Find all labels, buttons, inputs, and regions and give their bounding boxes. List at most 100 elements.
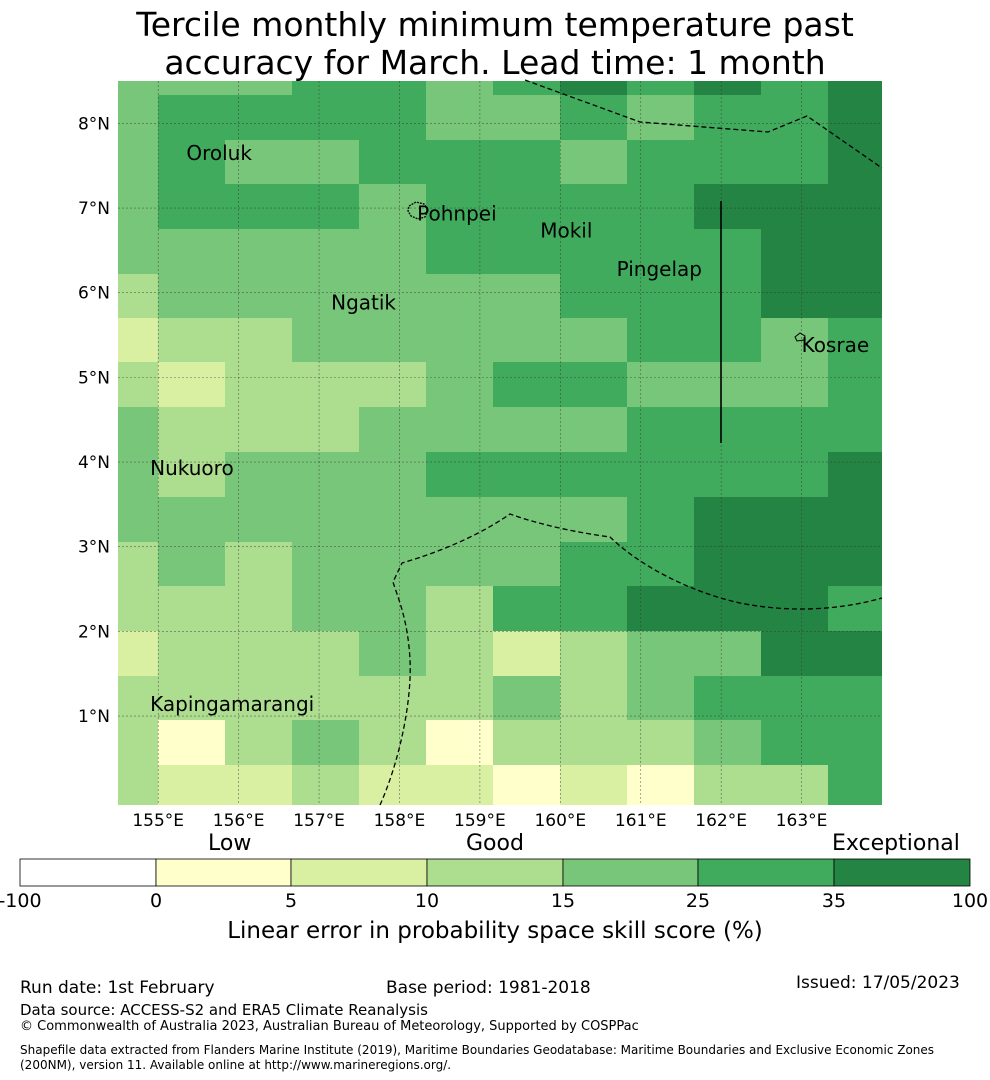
island-outline-pohnpei <box>407 201 429 220</box>
skill-cell <box>292 586 359 631</box>
skill-cell <box>158 184 225 229</box>
skill-cell <box>828 407 882 452</box>
skill-cell <box>694 362 761 407</box>
skill-cell <box>158 452 225 497</box>
skill-cell <box>560 497 627 542</box>
skill-cell <box>292 407 359 452</box>
skill-cell <box>493 765 560 805</box>
x-tick-label: 161°E <box>615 811 667 831</box>
skill-cell <box>761 274 828 318</box>
x-tick-label: 155°E <box>132 811 184 831</box>
skill-cell <box>694 765 761 805</box>
skill-cell <box>694 452 761 497</box>
skill-cell <box>426 81 493 95</box>
skill-cell <box>359 497 426 542</box>
skill-cell <box>158 81 225 95</box>
skill-cell <box>225 631 292 676</box>
skill-cell <box>426 95 493 140</box>
skill-cell <box>560 407 627 452</box>
skill-cell <box>694 229 761 274</box>
skill-cell <box>828 95 882 140</box>
skill-cell <box>118 765 158 805</box>
skill-cell <box>359 318 426 362</box>
skill-cell <box>118 452 158 497</box>
skill-cell <box>158 497 225 542</box>
skill-cell <box>828 81 882 95</box>
title-line-1: Tercile monthly minimum temperature past <box>136 5 854 44</box>
skill-cell <box>493 140 560 184</box>
skill-cell <box>627 542 694 586</box>
skill-cell <box>627 229 694 274</box>
skill-cell <box>560 318 627 362</box>
base-period: Base period: 1981-2018 <box>386 978 591 998</box>
skill-cell <box>225 184 292 229</box>
skill-cell <box>627 407 694 452</box>
y-tick-label: 8°N <box>78 114 110 134</box>
issued-date: Issued: 17/05/2023 <box>796 973 960 993</box>
skill-cell <box>560 542 627 586</box>
skill-cell <box>560 95 627 140</box>
skill-cell <box>292 274 359 318</box>
skill-cell <box>225 229 292 274</box>
skill-cell <box>694 140 761 184</box>
x-tick-label: 157°E <box>293 811 345 831</box>
skill-cell <box>359 720 426 765</box>
skill-cell <box>292 765 359 805</box>
skill-cell <box>292 631 359 676</box>
colorbar-segment <box>155 858 292 887</box>
skill-cell <box>694 407 761 452</box>
skill-cell <box>292 542 359 586</box>
skill-cell <box>225 362 292 407</box>
skill-cell <box>359 362 426 407</box>
skill-cell <box>158 631 225 676</box>
skill-cell <box>694 631 761 676</box>
skill-cell <box>828 676 882 720</box>
skill-cell <box>627 81 694 95</box>
eez-boundaries <box>379 79 883 806</box>
skill-cell <box>493 318 560 362</box>
skill-cell <box>359 274 426 318</box>
skill-cell <box>493 631 560 676</box>
skill-cell <box>359 586 426 631</box>
colorbar-segment <box>290 858 428 887</box>
skill-cell <box>761 81 828 95</box>
skill-cell <box>493 362 560 407</box>
skill-cell <box>158 140 225 184</box>
colorbar-tick: 25 <box>685 890 711 912</box>
skill-cell <box>828 184 882 229</box>
skill-cell <box>118 586 158 631</box>
colorbar-segment <box>562 858 699 887</box>
skill-cell <box>828 542 882 586</box>
skill-cell <box>761 452 828 497</box>
skill-cell <box>158 362 225 407</box>
skill-cell <box>158 586 225 631</box>
skill-cell <box>694 676 761 720</box>
y-tick-label: 3°N <box>78 538 110 558</box>
y-tick-label: 5°N <box>78 368 110 388</box>
skill-cell <box>627 765 694 805</box>
skill-cell <box>158 95 225 140</box>
skill-cell <box>560 362 627 407</box>
skill-cell <box>627 140 694 184</box>
skill-cell <box>694 81 761 95</box>
island-outline-kosrae <box>794 332 806 342</box>
skill-cell <box>292 497 359 542</box>
skill-cell <box>560 184 627 229</box>
island-label: Kosrae <box>802 333 870 357</box>
skill-cell <box>225 542 292 586</box>
skill-cell <box>560 720 627 765</box>
x-tick-label: 156°E <box>213 811 265 831</box>
skill-cell <box>118 542 158 586</box>
skill-cell <box>426 676 493 720</box>
skill-cell <box>694 95 761 140</box>
skill-cell <box>560 676 627 720</box>
skill-cell <box>359 95 426 140</box>
skill-cell <box>560 229 627 274</box>
skill-cell <box>118 676 158 720</box>
skill-cell <box>359 229 426 274</box>
axis-ticks: 155°E 156°E 157°E 158°E 159°E 160°E 161°E 162°E… <box>78 114 827 831</box>
skill-cell <box>292 362 359 407</box>
colorbar-segment <box>19 858 157 887</box>
skill-cell <box>426 631 493 676</box>
skill-cell <box>118 81 158 95</box>
